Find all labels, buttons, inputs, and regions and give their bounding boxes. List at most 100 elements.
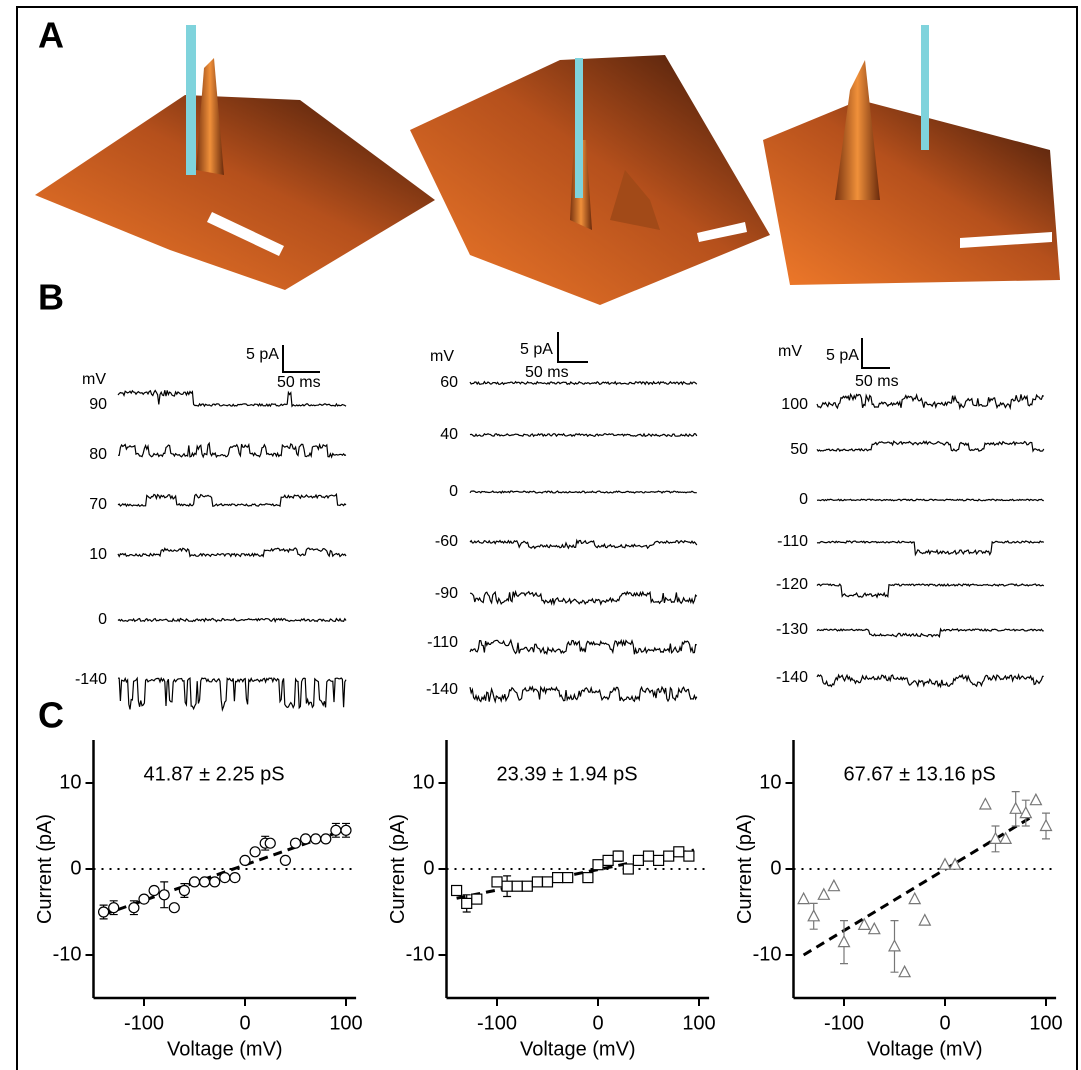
voltage-label: 50 [790, 441, 808, 458]
data-point [471, 893, 483, 905]
data-point [138, 893, 150, 905]
scale-label: 5 pA [246, 346, 279, 363]
voltage-label: 40 [440, 426, 458, 443]
data-point [612, 850, 624, 862]
data-point [827, 878, 841, 892]
data-point [867, 921, 881, 935]
current-trace [469, 589, 698, 607]
current-trace [816, 582, 1045, 599]
voltage-label: 80 [89, 446, 107, 463]
data-point [978, 797, 992, 810]
x-axis-label: Voltage (mV) [167, 1038, 283, 1060]
data-point [219, 871, 231, 884]
y-tick-label: 0 [770, 857, 781, 879]
data-point [451, 884, 463, 897]
voltage-label: -130 [776, 621, 808, 638]
data-point [898, 964, 912, 978]
surface-images [35, 25, 1060, 305]
x-axis-label: Voltage (mV) [520, 1038, 636, 1060]
current-trace [816, 392, 1044, 411]
scale-bar [861, 338, 890, 369]
current-trace [117, 492, 347, 508]
x-tick-label: 0 [939, 1012, 950, 1034]
panel-label: C [38, 695, 64, 736]
current-trace [469, 380, 698, 386]
y-tick-label: 10 [59, 771, 81, 793]
data-point [188, 876, 201, 888]
scale-bar [282, 345, 320, 373]
data-point [491, 876, 503, 888]
voltage-label: 0 [98, 611, 107, 628]
data-point [632, 854, 645, 867]
annotation: 67.67 ± 13.16 pS [844, 763, 996, 785]
voltage-label: 90 [89, 396, 107, 413]
scale-label: 50 ms [855, 373, 899, 390]
voltage-label: -60 [435, 533, 458, 550]
data-point [239, 854, 251, 867]
y-tick-label: -10 [53, 943, 82, 965]
data-point [511, 880, 523, 892]
scale-label: 50 ms [525, 364, 569, 381]
y-axis-label: Current (pA) [34, 814, 56, 924]
data-point [279, 854, 291, 867]
y-axis-label: Current (pA) [734, 814, 756, 924]
voltage-label: 100 [781, 396, 808, 413]
current-trace [469, 432, 698, 438]
current-trace [117, 617, 347, 623]
unit-label: mV [430, 348, 454, 365]
data-point [199, 876, 211, 888]
data-point [340, 824, 352, 836]
scale-label: 5 pA [826, 347, 859, 364]
data-point [300, 833, 312, 845]
current-trace [469, 638, 697, 656]
voltage-label: 10 [89, 546, 107, 563]
data-point [888, 939, 901, 952]
y-tick-label: 10 [759, 771, 781, 793]
data-point [501, 880, 513, 892]
data-point [289, 837, 302, 849]
data-point [807, 909, 821, 922]
data-point [178, 884, 190, 897]
data-point [592, 859, 604, 871]
voltage-label: -140 [75, 671, 107, 688]
current-trace [469, 538, 698, 550]
voltage-label: -140 [776, 669, 808, 686]
panel-label: A [38, 15, 64, 56]
current-trace [816, 672, 1044, 689]
x-tick-label: -100 [477, 1012, 517, 1034]
data-point [857, 917, 871, 931]
voltage-label: 0 [449, 483, 458, 500]
y-tick-label: 10 [412, 771, 434, 793]
current-trace [118, 441, 347, 459]
data-point [531, 876, 544, 888]
data-point [817, 887, 831, 900]
y-tick-label: 0 [423, 857, 434, 879]
scale-bar [557, 332, 588, 363]
voltage-label: -110 [777, 533, 808, 550]
data-point [938, 857, 952, 870]
data-point [521, 880, 533, 892]
current-trace [117, 547, 347, 558]
y-tick-label: -10 [753, 943, 782, 965]
unit-label: mV [778, 343, 802, 360]
x-tick-label: -100 [124, 1012, 164, 1034]
voltage-label: -90 [435, 585, 458, 602]
current-trace [816, 540, 1045, 557]
data-point [264, 837, 276, 849]
data-point [797, 891, 811, 905]
current-trace [816, 627, 1044, 639]
data-point [908, 891, 922, 905]
x-tick-label: 100 [329, 1012, 362, 1034]
x-tick-label: -100 [824, 1012, 864, 1034]
current-trace [469, 490, 697, 494]
x-tick-label: 0 [592, 1012, 603, 1034]
data-point [1009, 801, 1023, 814]
data-point [551, 871, 564, 884]
data-point [168, 902, 180, 914]
data-point [652, 854, 665, 867]
data-point [918, 913, 932, 926]
panel-label: B [38, 277, 64, 318]
y-axis-label: Current (pA) [387, 814, 409, 924]
x-tick-label: 0 [239, 1012, 250, 1034]
